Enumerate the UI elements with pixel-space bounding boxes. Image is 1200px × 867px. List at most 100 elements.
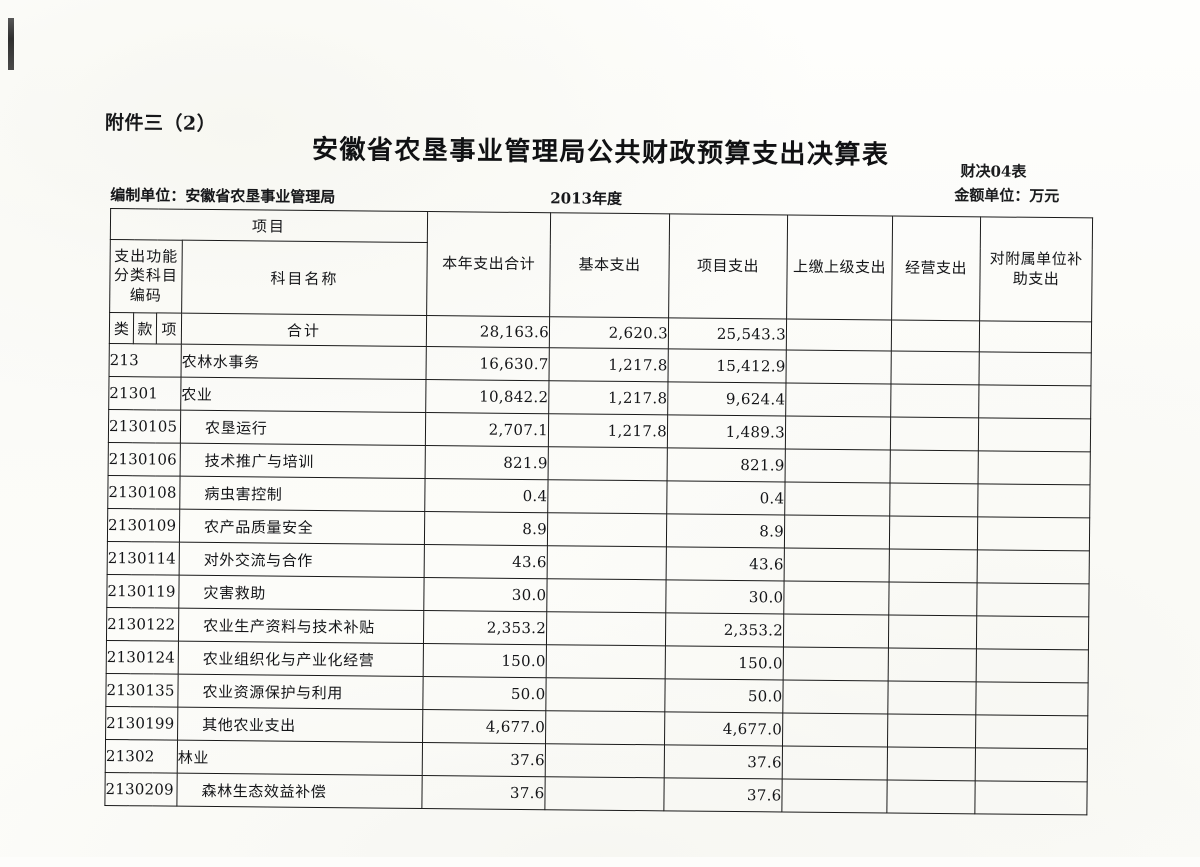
row-operating-expenditure [889, 515, 978, 550]
row-operating-expenditure [890, 350, 980, 385]
row-remit-superior [782, 679, 889, 714]
row-code: 2130122 [106, 607, 179, 642]
row-basic-expenditure [544, 776, 665, 811]
row-basic-expenditure [547, 479, 668, 514]
row-total-expenditure: 43.6 [424, 544, 548, 579]
row-remit-superior [783, 580, 890, 615]
subsidy-header-line2: 助支出 [1012, 269, 1060, 288]
row-project-expenditure: 43.6 [666, 546, 785, 581]
expenditure-table-wrapper: 项目 本年支出合计 基本支出 项目支出 上缴上级支出 经营支出 对附属单位补 助… [104, 208, 1093, 815]
fiscal-year-label: 2013年度 [550, 189, 623, 208]
row-remit-superior [782, 745, 888, 780]
header-col-operating-expenditure: 经营支出 [891, 216, 981, 321]
amount-unit-label: 金额单位：万元 [954, 186, 1060, 206]
row-remit-superior [785, 415, 891, 450]
row-project-expenditure: 9,624.4 [667, 381, 786, 416]
row-subsidy-affiliated [976, 648, 1089, 683]
row-operating-expenditure [887, 713, 976, 748]
row-operating-expenditure [890, 416, 979, 451]
row-total-expenditure: 2,353.2 [423, 610, 547, 645]
header-col-total-expenditure: 本年支出合计 [426, 211, 551, 317]
row-basic-expenditure [545, 743, 665, 778]
page-title: 安徽省农垦事业管理局公共财政预算支出决算表 [311, 134, 890, 171]
row-code: 2130106 [108, 442, 181, 477]
header-group-item: 项目 [110, 208, 428, 243]
table-body: 213 农林水事务 16,630.7 1,217.8 15,412.9 21301 农业 10… [104, 343, 1092, 815]
code-header-line1: 支出功能 [114, 247, 179, 266]
total-row-project-expenditure: 25,543.3 [668, 317, 787, 350]
total-row-subsidy-affiliated [979, 320, 1092, 353]
row-subsidy-affiliated [977, 483, 1091, 518]
row-operating-expenditure [888, 647, 977, 682]
header-col-remit-superior: 上缴上级支出 [786, 214, 893, 320]
subsidy-header-line1: 对附属单位补 [989, 249, 1083, 269]
row-remit-superior [782, 712, 888, 747]
row-total-expenditure: 16,630.7 [426, 346, 550, 381]
sublevel-lei: 类 [109, 312, 134, 344]
row-total-expenditure: 821.9 [425, 445, 549, 480]
row-subsidy-affiliated [975, 681, 1089, 716]
row-subject-name: 灾害救助 [178, 575, 425, 611]
row-basic-expenditure [547, 512, 667, 547]
row-operating-expenditure [886, 779, 976, 814]
row-subject-name: 森林生态效益补偿 [176, 773, 423, 809]
row-operating-expenditure [889, 548, 978, 583]
expenditure-table: 项目 本年支出合计 基本支出 项目支出 上缴上级支出 经营支出 对附属单位补 助… [104, 208, 1093, 815]
scan-edge-artifact [8, 18, 14, 70]
row-code: 2130135 [105, 673, 179, 708]
row-remit-superior [785, 448, 891, 483]
row-total-expenditure: 8.9 [424, 511, 548, 546]
sublevel-xiang: 项 [156, 312, 182, 345]
row-code: 213 [109, 343, 182, 378]
row-project-expenditure: 4,677.0 [664, 711, 783, 746]
row-total-expenditure: 30.0 [423, 577, 548, 612]
table-head: 项目 本年支出合计 基本支出 项目支出 上缴上级支出 经营支出 对附属单位补 助… [109, 208, 1093, 353]
row-operating-expenditure [887, 680, 977, 715]
row-subject-name: 农产品质量安全 [179, 509, 425, 545]
row-code: 2130114 [107, 541, 180, 576]
row-subject-name: 林业 [177, 740, 423, 776]
row-subject-name: 农业组织化与产业化经营 [178, 641, 424, 677]
row-project-expenditure: 37.6 [664, 744, 783, 779]
row-subsidy-affiliated [977, 516, 1090, 551]
row-total-expenditure: 4,677.0 [422, 709, 546, 744]
row-total-expenditure: 37.6 [422, 742, 546, 777]
total-row-total-expenditure: 28,163.6 [426, 315, 550, 348]
row-remit-superior [784, 547, 890, 582]
row-basic-expenditure [546, 644, 666, 679]
row-operating-expenditure [888, 614, 977, 649]
row-subsidy-affiliated [975, 714, 1088, 749]
code-header-line2: 分类科目 [113, 266, 179, 286]
row-project-expenditure: 8.9 [666, 513, 785, 548]
row-subject-name: 农垦运行 [180, 410, 426, 446]
row-basic-expenditure [548, 446, 668, 481]
row-operating-expenditure [889, 482, 979, 517]
row-subject-name: 农业 [180, 377, 427, 413]
row-basic-expenditure: 1,217.8 [549, 347, 669, 382]
total-row-basic-expenditure: 2,620.3 [549, 316, 669, 349]
row-basic-expenditure [546, 611, 666, 646]
row-subsidy-affiliated [978, 351, 1092, 386]
row-code: 2130209 [104, 772, 178, 807]
row-basic-expenditure: 1,217.8 [548, 380, 669, 415]
row-basic-expenditure [545, 677, 666, 712]
row-operating-expenditure [890, 449, 979, 484]
row-operating-expenditure [890, 383, 979, 418]
row-subject-name: 农林水事务 [181, 344, 427, 380]
row-project-expenditure: 2,353.2 [665, 612, 784, 647]
total-row-label: 合计 [181, 313, 427, 347]
row-project-expenditure: 1,489.3 [667, 414, 786, 449]
row-operating-expenditure [887, 746, 976, 781]
row-total-expenditure: 50.0 [422, 676, 547, 711]
row-code: 2130105 [108, 409, 181, 444]
row-operating-expenditure [888, 581, 978, 616]
row-code: 2130119 [106, 574, 180, 609]
row-basic-expenditure [545, 710, 665, 745]
row-subsidy-affiliated [977, 549, 1090, 584]
row-project-expenditure: 30.0 [665, 579, 785, 614]
row-remit-superior [781, 778, 888, 813]
row-basic-expenditure [547, 545, 667, 580]
attachment-label: 附件三（2） [104, 111, 217, 136]
row-project-expenditure: 15,412.9 [668, 348, 787, 383]
